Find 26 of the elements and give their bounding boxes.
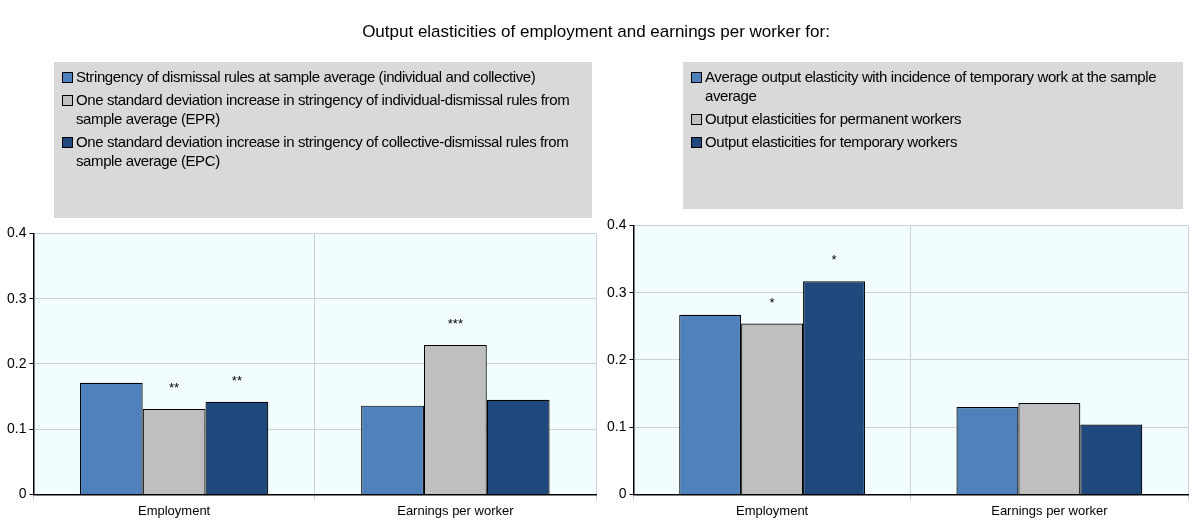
y-tick-label: 0.4 bbox=[606, 216, 627, 233]
x-tick-label: Earnings per worker bbox=[991, 502, 1109, 518]
legend-label: Output elasticities for permanent workers bbox=[705, 109, 962, 128]
legend-label: One standard deviation increase in stringency of individual-dismissal rules from sample average (EPR) bbox=[76, 90, 571, 128]
legend-label: Stringency of dismissal rules at sample average (individual and collective) bbox=[76, 67, 536, 86]
chart-title: Output elasticities of employment and earnings per worker for: bbox=[361, 22, 831, 42]
data-label: * bbox=[769, 294, 775, 310]
legend-label: Output elasticities for temporary workers bbox=[705, 132, 958, 151]
y-tick-label: 0.3 bbox=[606, 283, 627, 300]
x-tick-label: Employment bbox=[137, 502, 211, 518]
legend-label: One standard deviation increase in stringency of collective-dismissal rules from sample average (EPC) bbox=[76, 132, 570, 170]
y-tick-label: 0 bbox=[618, 485, 627, 502]
y-tick-label: 0.3 bbox=[6, 289, 27, 306]
data-label: * bbox=[831, 252, 837, 268]
data-label: *** bbox=[447, 316, 463, 332]
y-tick-label: 0.2 bbox=[6, 354, 27, 371]
x-tick-label: Employment bbox=[735, 502, 809, 518]
data-label: ** bbox=[231, 372, 242, 388]
y-tick-label: 0.4 bbox=[6, 224, 27, 241]
y-tick-label: 0.1 bbox=[6, 420, 27, 437]
x-tick-label: Earnings per worker bbox=[397, 502, 515, 518]
y-tick-label: 0 bbox=[18, 485, 27, 502]
y-tick-label: 0.1 bbox=[606, 418, 627, 435]
y-tick-label: 0.2 bbox=[606, 350, 627, 367]
legend-label: Average output elasticity with incidence of temporary work at the sample average bbox=[705, 67, 1158, 105]
data-label: ** bbox=[169, 380, 180, 395]
